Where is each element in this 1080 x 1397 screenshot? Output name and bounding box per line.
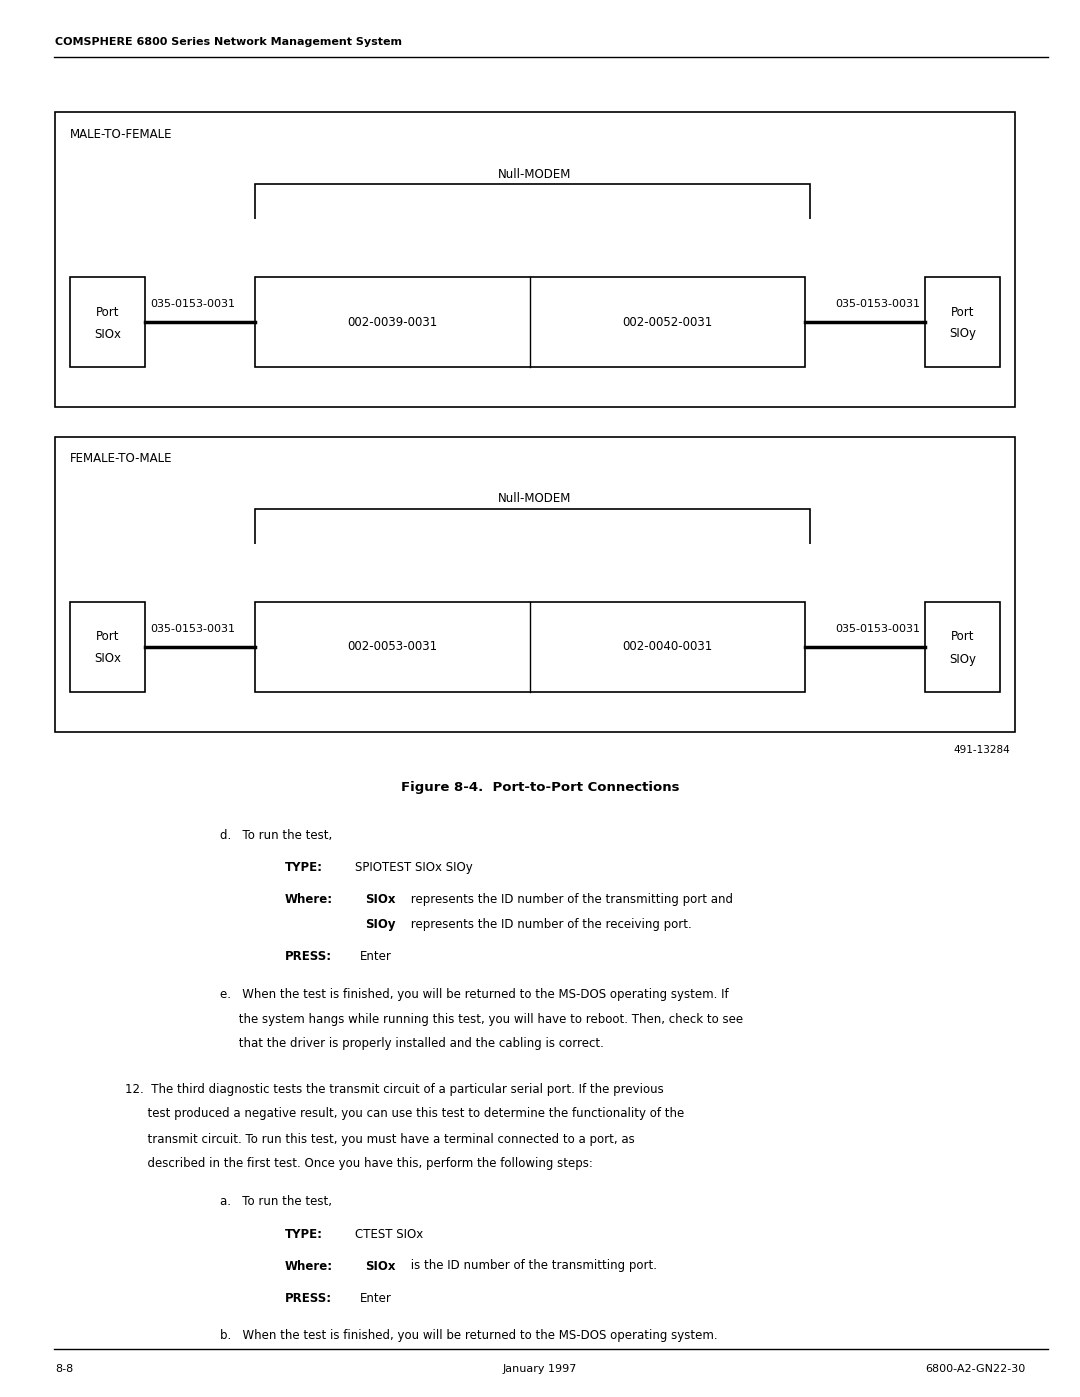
Text: that the driver is properly installed and the cabling is correct.: that the driver is properly installed an… xyxy=(220,1038,604,1051)
Text: COMSPHERE 6800 Series Network Management System: COMSPHERE 6800 Series Network Management… xyxy=(55,36,402,47)
Text: PRESS:: PRESS: xyxy=(285,1291,333,1305)
Text: transmit circuit. To run this test, you must have a terminal connected to a port: transmit circuit. To run this test, you … xyxy=(125,1133,635,1146)
Text: SIOx: SIOx xyxy=(365,893,395,905)
Text: 002-0039-0031: 002-0039-0031 xyxy=(348,316,437,328)
Text: SIOx: SIOx xyxy=(365,1260,395,1273)
Text: represents the ID number of the transmitting port and: represents the ID number of the transmit… xyxy=(407,893,733,905)
Text: 002-0040-0031: 002-0040-0031 xyxy=(622,640,713,654)
Bar xyxy=(55,112,1015,407)
Text: 035-0153-0031: 035-0153-0031 xyxy=(835,299,920,309)
Text: Where:: Where: xyxy=(285,1260,333,1273)
Text: 6800-A2-GN22-30: 6800-A2-GN22-30 xyxy=(924,1363,1025,1375)
Text: described in the first test. Once you have this, perform the following steps:: described in the first test. Once you ha… xyxy=(125,1158,593,1171)
Text: represents the ID number of the receiving port.: represents the ID number of the receivin… xyxy=(407,918,692,930)
Text: is the ID number of the transmitting port.: is the ID number of the transmitting por… xyxy=(407,1260,657,1273)
Text: SIOx: SIOx xyxy=(94,652,121,665)
Text: SIOy: SIOy xyxy=(365,918,395,930)
Bar xyxy=(255,602,805,692)
Bar xyxy=(924,602,1000,692)
Text: 035-0153-0031: 035-0153-0031 xyxy=(150,299,235,309)
Text: d.   To run the test,: d. To run the test, xyxy=(220,828,333,841)
Text: Enter: Enter xyxy=(360,950,392,963)
Text: FEMALE-TO-MALE: FEMALE-TO-MALE xyxy=(70,453,173,465)
Text: Null-MODEM: Null-MODEM xyxy=(498,493,571,506)
Text: e.   When the test is finished, you will be returned to the MS-DOS operating sys: e. When the test is finished, you will b… xyxy=(220,988,729,1000)
Text: SIOy: SIOy xyxy=(949,327,976,341)
Text: 002-0052-0031: 002-0052-0031 xyxy=(622,316,713,328)
Text: Port: Port xyxy=(96,306,119,319)
Text: Figure 8-4.  Port-to-Port Connections: Figure 8-4. Port-to-Port Connections xyxy=(401,781,679,793)
Text: Port: Port xyxy=(950,306,974,319)
Text: b.   When the test is finished, you will be returned to the MS-DOS operating sys: b. When the test is finished, you will b… xyxy=(220,1330,717,1343)
Text: SIOx: SIOx xyxy=(94,327,121,341)
Text: January 1997: January 1997 xyxy=(503,1363,577,1375)
Text: 035-0153-0031: 035-0153-0031 xyxy=(150,624,235,634)
Text: 035-0153-0031: 035-0153-0031 xyxy=(835,624,920,634)
Text: MALE-TO-FEMALE: MALE-TO-FEMALE xyxy=(70,127,173,141)
Text: Enter: Enter xyxy=(360,1291,392,1305)
Text: Port: Port xyxy=(96,630,119,644)
Text: TYPE:: TYPE: xyxy=(285,861,323,873)
Text: CTEST SIOx: CTEST SIOx xyxy=(355,1228,423,1241)
Text: SPIOTEST SIOx SIOy: SPIOTEST SIOx SIOy xyxy=(355,861,473,873)
Bar xyxy=(924,277,1000,367)
Text: a.   To run the test,: a. To run the test, xyxy=(220,1196,332,1208)
Text: TYPE:: TYPE: xyxy=(285,1228,323,1241)
Text: SIOy: SIOy xyxy=(949,652,976,665)
Text: 491-13284: 491-13284 xyxy=(954,745,1010,754)
Text: the system hangs while running this test, you will have to reboot. Then, check t: the system hangs while running this test… xyxy=(220,1013,743,1025)
Text: 12.  The third diagnostic tests the transmit circuit of a particular serial port: 12. The third diagnostic tests the trans… xyxy=(125,1083,664,1095)
Bar xyxy=(70,602,145,692)
Bar xyxy=(70,277,145,367)
Text: Port: Port xyxy=(950,630,974,644)
Bar xyxy=(55,437,1015,732)
Text: Where:: Where: xyxy=(285,893,333,905)
Text: 002-0053-0031: 002-0053-0031 xyxy=(348,640,437,654)
Text: 8-8: 8-8 xyxy=(55,1363,73,1375)
Bar xyxy=(255,277,805,367)
Text: test produced a negative result, you can use this test to determine the function: test produced a negative result, you can… xyxy=(125,1108,685,1120)
Text: Null-MODEM: Null-MODEM xyxy=(498,168,571,180)
Text: PRESS:: PRESS: xyxy=(285,950,333,963)
